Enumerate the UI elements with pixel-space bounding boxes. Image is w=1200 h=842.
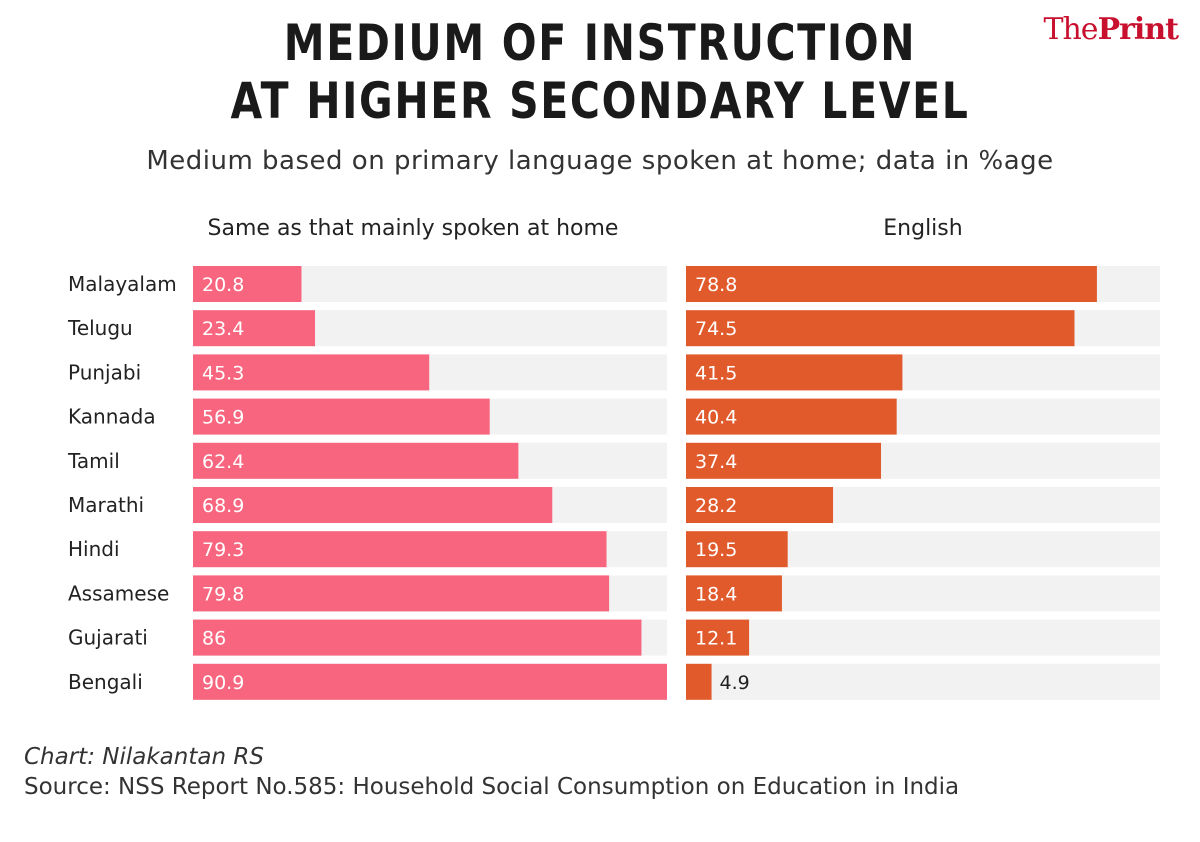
value-label-english-telugu: 74.5 xyxy=(695,318,737,340)
value-label-english-malayalam: 78.8 xyxy=(695,274,737,296)
bar-english-bengali xyxy=(686,663,712,700)
value-label-home-hindi: 79.3 xyxy=(202,539,244,561)
brand-logo: ThePrint xyxy=(1043,12,1179,47)
bar-english-gujarati xyxy=(686,619,750,656)
value-label-english-hindi: 19.5 xyxy=(695,539,737,561)
bar-english-kannada xyxy=(686,398,897,435)
category-label-bengali: Bengali xyxy=(68,670,143,694)
value-label-english-kannada: 40.4 xyxy=(695,407,737,429)
bar-home-malayalam xyxy=(193,266,302,302)
category-label-punjabi: Punjabi xyxy=(68,360,141,384)
series-header-english: English xyxy=(883,216,963,241)
bar-home-bengali xyxy=(193,663,667,700)
value-label-home-marathi: 68.9 xyxy=(202,495,244,517)
bar-english-telugu xyxy=(686,310,1075,347)
category-label-gujarati: Gujarati xyxy=(68,626,148,650)
category-label-malayalam: Malayalam xyxy=(68,272,177,296)
chart-subtitle: Medium based on primary language spoken … xyxy=(146,146,1054,176)
bar-home-punjabi xyxy=(193,354,430,391)
value-label-home-tamil: 62.4 xyxy=(202,451,244,473)
chart-credit: Chart: Nilakantan RS xyxy=(24,744,264,770)
value-label-home-bengali: 90.9 xyxy=(202,672,244,694)
category-label-hindi: Hindi xyxy=(68,537,120,561)
chart-source: Source: NSS Report No.585: Household Soc… xyxy=(24,774,960,800)
category-label-assamese: Assamese xyxy=(68,581,169,605)
bar-english-tamil xyxy=(686,442,882,479)
bar-home-hindi xyxy=(193,531,607,568)
value-label-english-bengali: 4.9 xyxy=(720,672,750,694)
chart-title-line-2: AT HIGHER SECONDARY LEVEL xyxy=(230,72,970,130)
category-label-marathi: Marathi xyxy=(68,493,144,517)
value-label-english-gujarati: 12.1 xyxy=(695,628,737,650)
value-label-home-malayalam: 20.8 xyxy=(202,274,244,296)
bar-english-hindi xyxy=(686,531,788,568)
bar-home-gujarati xyxy=(193,619,642,656)
bar-home-marathi xyxy=(193,487,553,523)
chart-title: MEDIUM OF INSTRUCTION AT HIGHER SECONDAR… xyxy=(0,14,1200,130)
bar-home-telugu xyxy=(193,310,316,347)
brand-logo-part2: Print xyxy=(1097,12,1179,47)
bar-home-tamil xyxy=(193,442,519,479)
chart-title-line-1: MEDIUM OF INSTRUCTION xyxy=(283,14,917,72)
value-label-english-punjabi: 41.5 xyxy=(695,362,737,384)
bar-track-english-bengali xyxy=(686,663,1160,700)
bar-english-punjabi xyxy=(686,354,903,391)
value-label-home-assamese: 79.8 xyxy=(202,583,244,605)
value-label-english-tamil: 37.4 xyxy=(695,451,737,473)
bar-english-marathi xyxy=(686,487,834,523)
value-label-english-assamese: 18.4 xyxy=(695,583,737,605)
bar-home-assamese xyxy=(193,575,610,612)
series-header-home-language: Same as that mainly spoken at home xyxy=(207,216,619,241)
value-label-home-gujarati: 86 xyxy=(202,628,226,650)
category-label-telugu: Telugu xyxy=(67,316,133,340)
value-label-english-marathi: 28.2 xyxy=(695,495,737,517)
bar-home-kannada xyxy=(193,398,490,435)
bar-english-assamese xyxy=(686,575,782,612)
value-label-home-telugu: 23.4 xyxy=(202,318,244,340)
category-label-tamil: Tamil xyxy=(67,449,120,473)
brand-logo-part1: The xyxy=(1043,12,1098,47)
category-label-kannada: Kannada xyxy=(68,405,156,429)
value-label-home-kannada: 56.9 xyxy=(202,407,244,429)
bar-track-english-gujarati xyxy=(686,619,1160,656)
value-label-home-punjabi: 45.3 xyxy=(202,362,244,384)
bar-english-malayalam xyxy=(686,266,1097,302)
